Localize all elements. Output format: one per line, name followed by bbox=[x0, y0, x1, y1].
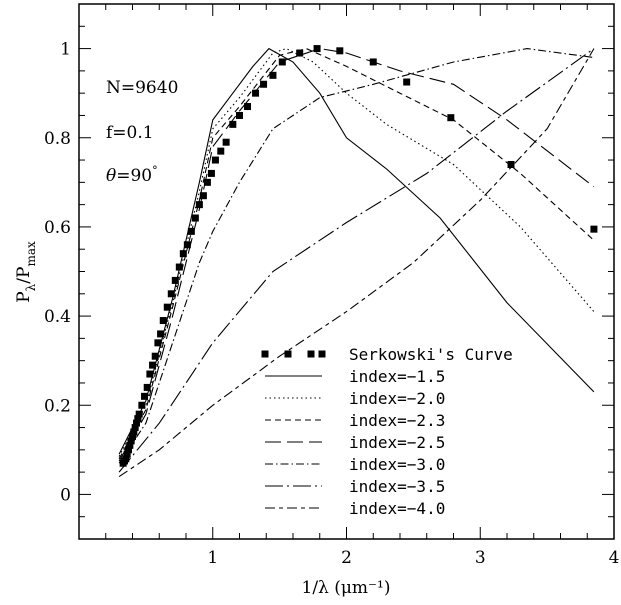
legend-marker bbox=[318, 350, 326, 358]
axis-ticks: 1 2 3 4 0 0.2 0.4 0.6 0.8 1 bbox=[44, 4, 619, 568]
serkowski-point bbox=[159, 317, 167, 325]
serkowski-point bbox=[122, 455, 130, 463]
y-tick-label: 0.8 bbox=[44, 129, 71, 149]
legend-label: index=−2.5 bbox=[349, 433, 445, 452]
legend-marker bbox=[284, 350, 292, 358]
serkowski-point bbox=[313, 45, 321, 53]
serkowski-point bbox=[129, 432, 136, 440]
y-label-sub1: λ bbox=[24, 283, 38, 291]
theta-degree: ° bbox=[152, 164, 158, 177]
serkowski-point bbox=[222, 138, 230, 146]
annotation-n: N=9640 bbox=[106, 78, 178, 98]
serkowski-point bbox=[211, 156, 219, 164]
serkowski-point bbox=[149, 361, 157, 369]
serkowski-point bbox=[163, 303, 171, 311]
legend-label: index=−3.5 bbox=[349, 477, 445, 496]
y-tick-label: 0.2 bbox=[44, 396, 71, 416]
y-tick-label: 0.6 bbox=[44, 218, 71, 238]
series-line-4 bbox=[118, 48, 595, 462]
legend-label: Serkowski's Curve bbox=[349, 345, 513, 364]
serkowski-point bbox=[236, 111, 243, 119]
serkowski-point bbox=[199, 192, 207, 200]
serkowski-point bbox=[252, 89, 260, 97]
annotation-f: f=0.1 bbox=[106, 123, 154, 143]
serkowski-point bbox=[447, 114, 455, 122]
theta-value: =90 bbox=[116, 166, 152, 186]
series-line-6 bbox=[118, 48, 595, 473]
serkowski-point bbox=[195, 201, 203, 209]
serkowski-point bbox=[278, 58, 286, 66]
serkowski-point bbox=[217, 147, 225, 155]
serkowski-point bbox=[207, 169, 215, 177]
serkowski-point bbox=[244, 103, 252, 111]
serkowski-point bbox=[151, 352, 159, 360]
serkowski-point bbox=[133, 419, 141, 427]
series-line-5 bbox=[118, 48, 594, 464]
serkowski-point bbox=[134, 415, 142, 423]
serkowski-point bbox=[269, 71, 277, 79]
x-tick-label: 2 bbox=[341, 548, 352, 568]
serkowski-point bbox=[138, 401, 146, 409]
legend-marker bbox=[261, 350, 269, 358]
serkowski-point bbox=[131, 424, 139, 432]
serkowski-point bbox=[171, 276, 179, 284]
y-tick-label: 0.4 bbox=[44, 307, 71, 327]
serkowski-point bbox=[157, 330, 165, 338]
serkowski-point bbox=[146, 370, 154, 378]
serkowski-point bbox=[167, 290, 175, 298]
annotation-theta: θ=90° bbox=[106, 164, 158, 186]
y-tick-label: 0 bbox=[60, 485, 71, 505]
y-label-sub2: max bbox=[24, 241, 38, 267]
legend: Serkowski's Curve index=−1.5 index=−2.0 ind… bbox=[261, 345, 513, 518]
serkowski-point bbox=[187, 227, 195, 235]
serkowski-point bbox=[183, 241, 191, 249]
serkowski-point bbox=[260, 80, 268, 88]
legend-label: index=−2.0 bbox=[349, 389, 445, 408]
y-label-mid: /P bbox=[14, 267, 34, 284]
legend-label: index=−1.5 bbox=[349, 367, 445, 386]
series-line-3 bbox=[118, 48, 595, 460]
x-axis-label: 1/λ (μm⁻¹) bbox=[302, 578, 391, 598]
x-tick-label: 3 bbox=[475, 548, 486, 568]
serkowski-point bbox=[126, 441, 134, 449]
serkowski-point bbox=[141, 392, 149, 400]
serkowski-point bbox=[229, 120, 237, 128]
x-tick-label: 1 bbox=[207, 548, 218, 568]
series-line-7 bbox=[118, 48, 595, 478]
serkowski-point bbox=[336, 47, 344, 55]
x-tick-label: 4 bbox=[609, 548, 620, 568]
y-axis-label: Pλ/Pmax bbox=[14, 241, 38, 303]
serkowski-point bbox=[123, 450, 131, 458]
series-layer bbox=[118, 45, 598, 478]
y-tick-label: 1 bbox=[60, 40, 71, 60]
serkowski-point bbox=[590, 225, 598, 233]
series-line-1 bbox=[118, 47, 595, 455]
serkowski-point bbox=[143, 383, 151, 391]
legend-label: index=−2.3 bbox=[349, 411, 445, 430]
y-label-main: P bbox=[14, 291, 34, 302]
series-line-2 bbox=[118, 48, 595, 457]
legend-label: index=−4.0 bbox=[349, 499, 445, 518]
serkowski-point bbox=[296, 49, 304, 57]
serkowski-point bbox=[203, 178, 211, 186]
serkowski-point bbox=[403, 78, 411, 86]
legend-marker bbox=[307, 350, 315, 358]
serkowski-point bbox=[154, 339, 162, 347]
serkowski-point bbox=[507, 161, 515, 168]
theta-symbol: θ bbox=[106, 166, 116, 186]
legend-label: index=−3.0 bbox=[349, 455, 445, 474]
